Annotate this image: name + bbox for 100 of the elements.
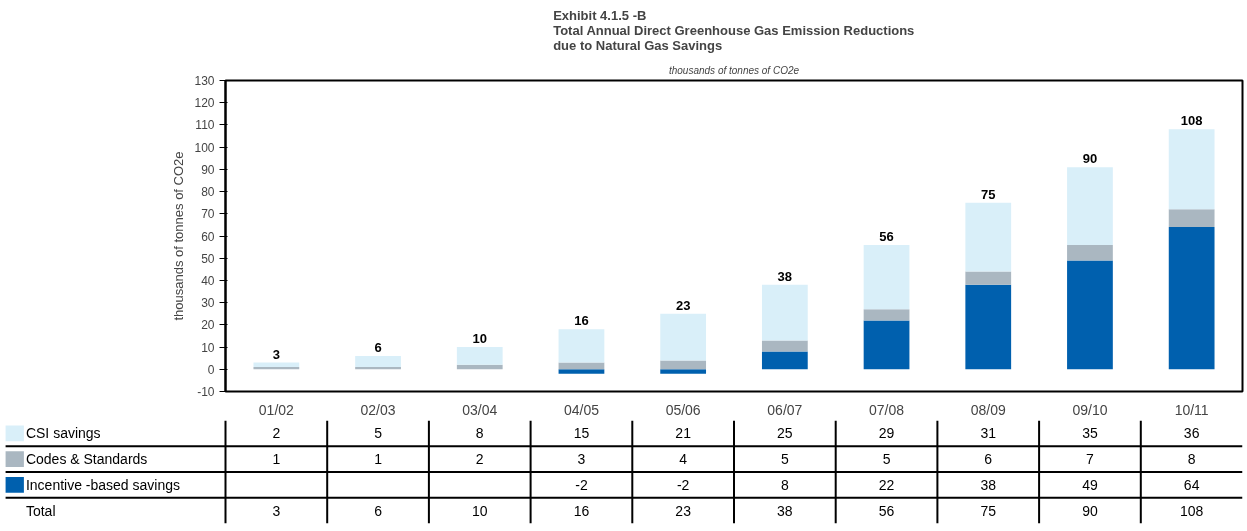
text: 10 xyxy=(471,502,488,519)
bar xyxy=(660,313,707,361)
bar xyxy=(761,340,808,352)
bar xyxy=(355,355,401,368)
bar xyxy=(660,360,707,370)
data-label: 38 xyxy=(980,476,997,493)
data-label: 8 xyxy=(780,476,789,493)
y-tick-label: 20 xyxy=(201,318,215,333)
legend-label: Codes & Standards xyxy=(25,451,148,468)
bar xyxy=(355,367,401,370)
data-label: -2 xyxy=(676,476,690,493)
data-label: 25 xyxy=(777,425,793,442)
text: 3 xyxy=(272,502,281,519)
bar xyxy=(1067,260,1113,370)
y-tick-label: 110 xyxy=(195,118,215,133)
data-label: 2 xyxy=(272,425,281,442)
data-label: 1 xyxy=(272,451,281,468)
bar xyxy=(1067,167,1113,245)
y-tick-label: 50 xyxy=(201,251,215,266)
y-tick-label: 120 xyxy=(194,96,215,111)
total-label: 75 xyxy=(981,186,996,202)
x-tick-label: 07/08 xyxy=(869,401,905,418)
y-tick-label: 80 xyxy=(201,185,215,200)
bar xyxy=(1168,227,1215,370)
data-label: 15 xyxy=(573,425,590,442)
data-label: 6 xyxy=(984,451,993,468)
chart-title: Exhibit 4.1.5 -B Total Annual Direct Greenhouse Gas Emission Reductions due to Natural Gas Savings xyxy=(553,7,915,53)
x-tick-label: 08/09 xyxy=(970,401,1006,418)
data-label: 36 xyxy=(1183,425,1200,442)
x-tick-label: 03/04 xyxy=(462,401,498,418)
bar xyxy=(456,364,503,370)
bar xyxy=(761,284,808,341)
total-label: 10 xyxy=(472,331,487,347)
y-tick-label: 90 xyxy=(201,162,215,177)
data-label: 29 xyxy=(878,425,895,442)
text: 90 xyxy=(1082,502,1098,519)
y-tick-label: -10 xyxy=(197,385,215,399)
x-tick-label: 01/02 xyxy=(258,401,295,418)
legend-label: Incentive -based savings xyxy=(25,476,181,493)
data-label: 5 xyxy=(882,451,891,468)
text: 56 xyxy=(878,502,895,519)
y-tick-label: 130 xyxy=(194,74,215,88)
data-label: 22 xyxy=(878,476,895,493)
data-label: 31 xyxy=(980,425,997,442)
y-tick-label: 30 xyxy=(201,296,215,311)
text: 108 xyxy=(1179,502,1204,519)
x-tick-label: 04/05 xyxy=(563,401,600,418)
total-label: 23 xyxy=(675,297,691,313)
bar xyxy=(558,329,605,363)
bar xyxy=(965,202,1012,272)
y-tick-label: 10 xyxy=(201,340,215,355)
total-label: 108 xyxy=(1180,113,1203,129)
bar xyxy=(965,271,1012,285)
total-label: 56 xyxy=(879,228,894,244)
data-label: 5 xyxy=(374,425,383,442)
text: 6 xyxy=(374,502,382,519)
data-label: 2 xyxy=(475,451,484,468)
bar xyxy=(863,309,910,321)
y-tick-label: 0 xyxy=(207,362,215,377)
data-label: 4 xyxy=(679,451,688,468)
bar xyxy=(1168,129,1215,210)
total-label: 38 xyxy=(777,268,793,284)
data-label: 8 xyxy=(475,425,484,442)
x-tick-label: 02/03 xyxy=(360,401,396,418)
bar xyxy=(660,369,707,374)
bar xyxy=(253,367,300,370)
data-label: 49 xyxy=(1082,476,1098,493)
total-label: 90 xyxy=(1082,151,1098,167)
y-tick-label: 40 xyxy=(201,273,215,288)
text: Total xyxy=(25,502,56,519)
y-axis-title: thousands of tonnes of CO2e xyxy=(171,151,187,321)
bar xyxy=(558,369,605,374)
text: 75 xyxy=(980,502,997,519)
chart-subtitle: thousands of tonnes of CO2e xyxy=(668,64,800,76)
data-label: 21 xyxy=(675,425,692,442)
bar xyxy=(1168,209,1215,228)
bar xyxy=(1067,244,1113,261)
data-label: -2 xyxy=(575,476,588,493)
data-label: 3 xyxy=(577,451,586,468)
text: 38 xyxy=(777,502,793,519)
data-label: 1 xyxy=(374,451,383,468)
bar xyxy=(863,320,910,370)
data-label: 64 xyxy=(1183,476,1200,493)
text: 23 xyxy=(675,502,691,519)
total-label: 6 xyxy=(374,339,382,355)
bar xyxy=(456,347,503,365)
bar xyxy=(761,351,808,370)
bar xyxy=(965,284,1012,370)
y-tick-label: 70 xyxy=(201,207,215,222)
total-label: 3 xyxy=(272,346,280,362)
x-tick-label: 10/11 xyxy=(1174,401,1209,418)
x-tick-label: 06/07 xyxy=(767,401,803,418)
y-tick-label: 60 xyxy=(201,229,215,244)
data-label: 5 xyxy=(780,451,789,468)
x-tick-label: 05/06 xyxy=(665,401,701,418)
y-tick-label: 100 xyxy=(194,140,215,155)
bar xyxy=(863,244,910,310)
text: 16 xyxy=(573,502,590,519)
data-label: 8 xyxy=(1187,451,1196,468)
bar xyxy=(253,362,300,368)
